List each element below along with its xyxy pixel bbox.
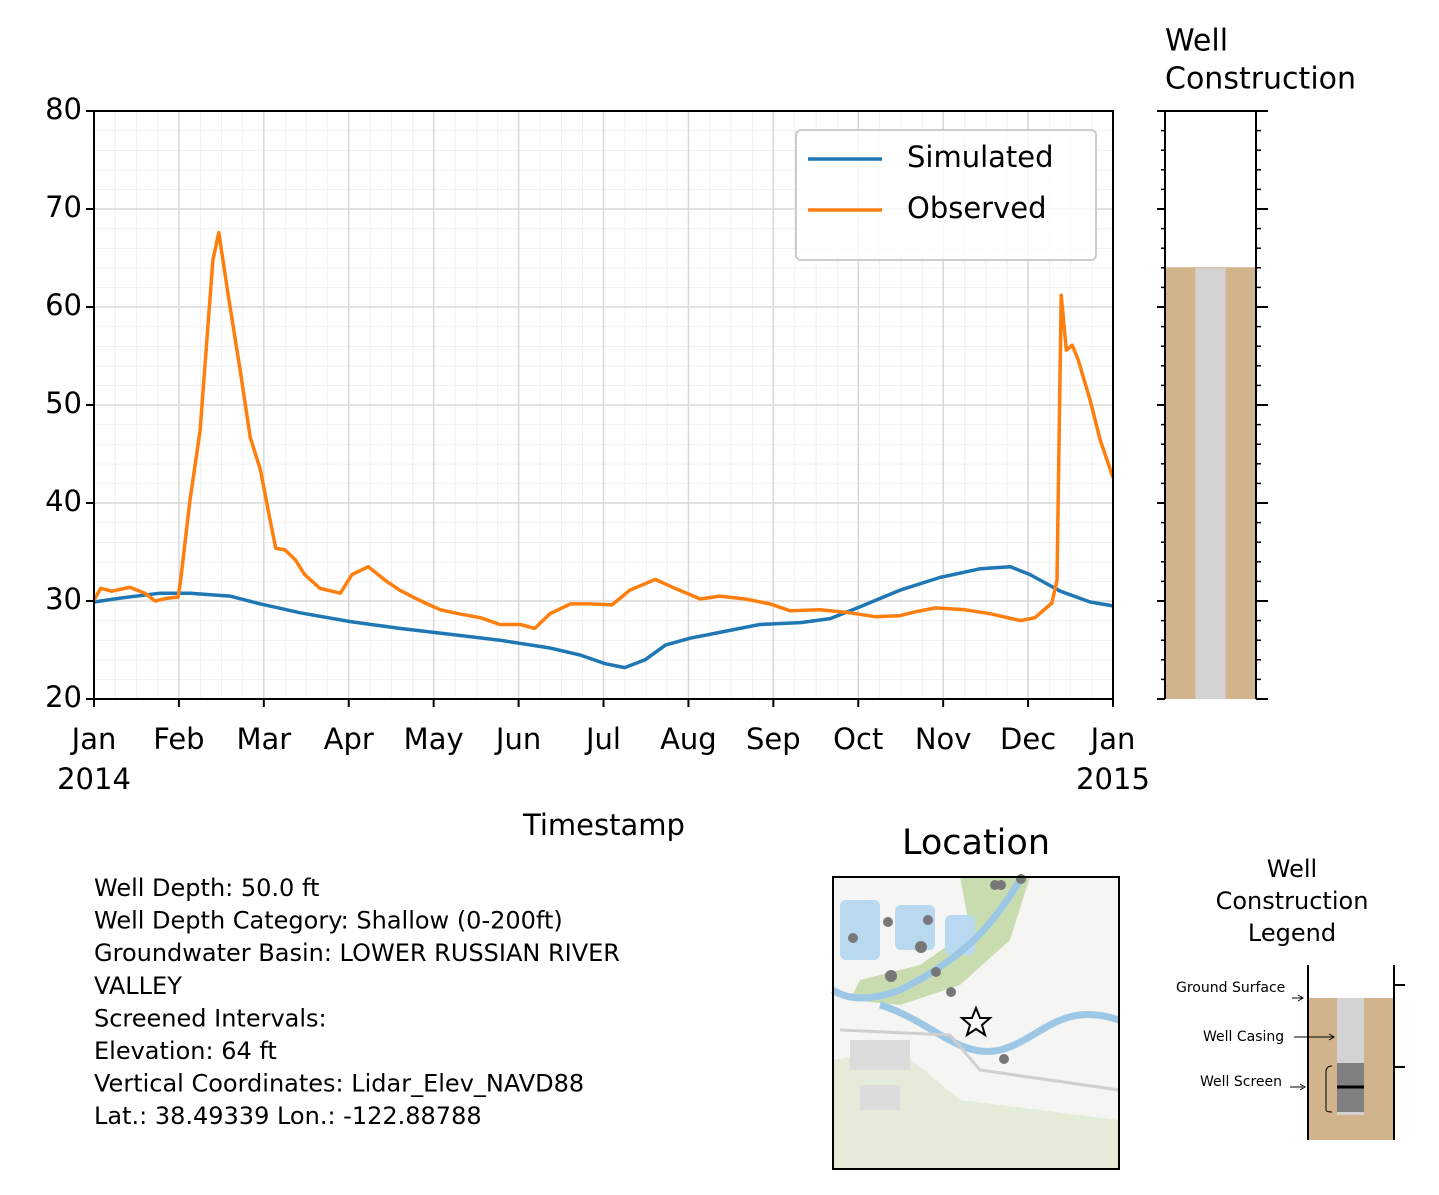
info-line: Well Depth Category: Shallow (0-200ft) bbox=[94, 907, 563, 935]
plot-frame bbox=[93, 110, 1114, 700]
legend-label: Observed bbox=[907, 191, 1047, 225]
info-line: VALLEY bbox=[94, 972, 182, 1000]
legend-item-label: Well Casing bbox=[1203, 1029, 1284, 1045]
legend-title: Construction bbox=[1216, 887, 1369, 915]
x-tick-label: Oct bbox=[833, 722, 883, 756]
x-tick-label: Sep bbox=[746, 722, 801, 756]
info-line: Lat.: 38.49339 Lon.: -122.88788 bbox=[94, 1102, 482, 1130]
legend-title: Legend bbox=[1248, 919, 1336, 947]
x-tick-label: Feb bbox=[153, 722, 204, 756]
y-tick-label: 80 bbox=[45, 92, 82, 126]
x-tick-label: Dec bbox=[1000, 722, 1056, 756]
legend-item-label: Well Screen bbox=[1200, 1074, 1282, 1090]
legend-title: Well bbox=[1267, 855, 1317, 883]
well-title: Well bbox=[1165, 24, 1228, 59]
y-tick-label: 70 bbox=[45, 190, 82, 224]
casing bbox=[1195, 267, 1226, 699]
y-tick-label: 60 bbox=[45, 288, 82, 322]
info-line: Groundwater Basin: LOWER RUSSIAN RIVER bbox=[94, 939, 620, 967]
map bbox=[830, 874, 1121, 1170]
x-tick-label: Mar bbox=[236, 722, 291, 756]
x-tick-label: Jan bbox=[1089, 722, 1136, 756]
x-tick-sublabel: 2015 bbox=[1076, 762, 1150, 796]
x-tick-label: Nov bbox=[915, 722, 972, 756]
y-tick-label: 30 bbox=[45, 582, 82, 616]
x-tick-label: Jul bbox=[584, 722, 621, 756]
legend-box bbox=[795, 129, 1097, 261]
y-tick-label: 20 bbox=[45, 680, 82, 714]
info-text: Well Depth: 50.0 ft Well Depth Category: … bbox=[94, 874, 620, 1130]
map-title: Location bbox=[902, 823, 1050, 863]
x-tick-sublabel: 2014 bbox=[57, 762, 131, 796]
info-line: Elevation: 64 ft bbox=[94, 1037, 277, 1065]
series-line bbox=[92, 230, 1115, 631]
x-axis-label: Timestamp bbox=[522, 808, 685, 842]
x-tick-label: May bbox=[404, 722, 464, 756]
y-tick-label: 50 bbox=[45, 386, 82, 420]
x-tick-label: Jan bbox=[70, 722, 117, 756]
info-line: Screened Intervals: bbox=[94, 1004, 327, 1032]
well-title: Construction bbox=[1165, 62, 1356, 97]
x-tick-label: Aug bbox=[660, 722, 717, 756]
info-line: Well Depth: 50.0 ft bbox=[94, 874, 319, 902]
legend-item-label: Ground Surface bbox=[1176, 980, 1285, 996]
x-tick-label: Apr bbox=[324, 722, 374, 756]
series-line bbox=[93, 564, 1114, 670]
info-line: Vertical Coordinates: Lidar_Elev_NAVD88 bbox=[94, 1070, 584, 1098]
construction-legend: Well Construction Legend Ground Surface Well… bbox=[1176, 855, 1405, 1140]
x-tick-label: Jun bbox=[494, 722, 541, 756]
legend-label: Simulated bbox=[907, 140, 1054, 174]
y-tick-label: 40 bbox=[45, 484, 82, 518]
